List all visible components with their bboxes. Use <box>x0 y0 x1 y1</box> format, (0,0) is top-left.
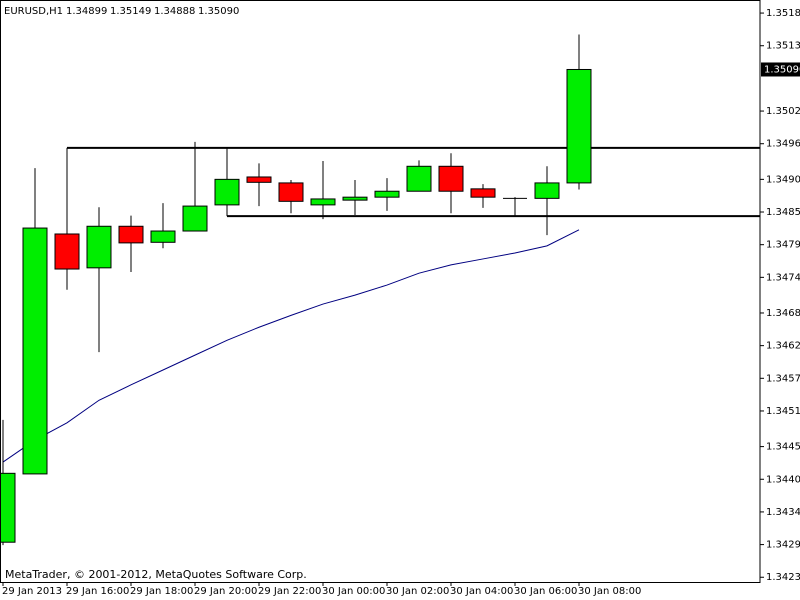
y-tick-label: 1.35020 <box>766 106 800 117</box>
x-tick-label: 29 Jan 2013 <box>2 586 62 597</box>
y-tick-label: 1.34235 <box>766 572 800 583</box>
candle-body <box>374 190 400 198</box>
y-tick-label: 1.34290 <box>766 540 800 551</box>
plot-area <box>0 34 760 546</box>
x-tick-label: 30 Jan 02:00 <box>386 586 449 597</box>
price-label: 1.35090 <box>764 64 800 75</box>
header-close: 1.35090 <box>198 6 239 17</box>
candle-body <box>438 165 464 192</box>
y-tick-label: 1.34740 <box>766 272 800 283</box>
x-tick-label: 29 Jan 18:00 <box>130 586 193 597</box>
y-tick-label: 1.34400 <box>766 474 800 485</box>
x-tick-label: 29 Jan 16:00 <box>66 586 129 597</box>
y-tick-label: 1.34905 <box>766 174 800 185</box>
header-open: 1.34899 <box>66 6 107 17</box>
y-tick-label: 1.34515 <box>766 406 800 417</box>
y-tick-label: 1.34850 <box>766 207 800 218</box>
candle-body <box>310 198 336 206</box>
x-tick-label: 29 Jan 20:00 <box>194 586 257 597</box>
candle-body <box>86 225 112 269</box>
x-tick-label: 30 Jan 04:00 <box>450 586 513 597</box>
header-low: 1.34888 <box>154 6 195 17</box>
candle-body <box>278 182 304 202</box>
y-tick-label: 1.34625 <box>766 341 800 352</box>
candle-body <box>566 68 592 184</box>
x-tick-label: 29 Jan 22:00 <box>258 586 321 597</box>
candle-body <box>22 227 48 475</box>
y-tick-label: 1.34795 <box>766 240 800 251</box>
y-tick-label: 1.3513 <box>766 41 800 52</box>
candle-body <box>182 205 208 232</box>
candle-body <box>534 182 560 199</box>
candle-body <box>118 225 144 244</box>
candle-body <box>342 196 368 201</box>
candle-body <box>0 472 16 543</box>
candle-body <box>214 178 240 206</box>
candle-body <box>54 233 80 270</box>
candle-body <box>246 176 272 183</box>
candle-body <box>406 165 432 192</box>
y-tick-label: 1.34570 <box>766 373 800 384</box>
x-tick-label: 30 Jan 08:00 <box>578 586 641 597</box>
candle-body <box>150 230 176 243</box>
y-tick-label: 1.34965 <box>766 139 800 150</box>
moving-average <box>2 229 580 463</box>
footer: MetaTrader, © 2001-2012, MetaQuotes Soft… <box>5 568 307 581</box>
y-tick-label: 1.34345 <box>766 507 800 518</box>
y-tick-label: 1.35185 <box>766 8 800 19</box>
price-label-box <box>761 62 800 77</box>
x-tick-label: 30 Jan 00:00 <box>322 586 385 597</box>
x-tick-label: 30 Jan 06:00 <box>514 586 577 597</box>
header: EURUSD,H1 1.34899 1.35149 1.34888 1.3509… <box>4 6 239 17</box>
y-tick-label: 1.34455 <box>766 442 800 453</box>
header-high: 1.35149 <box>110 6 151 17</box>
candle-body <box>470 188 496 198</box>
symbol: EURUSD,H1 <box>4 6 63 17</box>
y-tick-label: 1.34680 <box>766 308 800 319</box>
plot-border <box>0 0 761 583</box>
